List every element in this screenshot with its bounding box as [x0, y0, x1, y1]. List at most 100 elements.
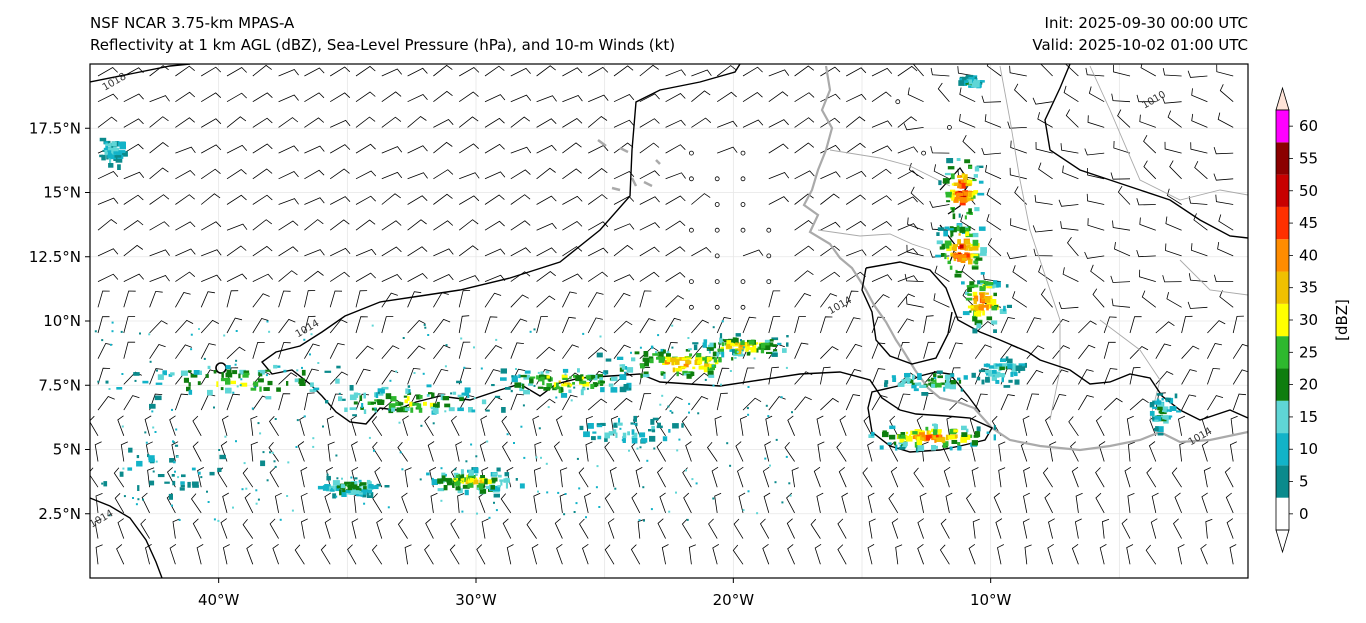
isobar-1010 — [1044, 64, 1248, 239]
wind-barb — [149, 368, 163, 385]
reflectivity-cell — [904, 373, 911, 378]
wind-barb — [381, 316, 394, 334]
reflectivity-speck — [398, 421, 401, 424]
wind-barb — [1048, 518, 1055, 539]
wind-barb — [97, 248, 119, 257]
wind-barb — [304, 197, 325, 205]
wind-barb — [867, 492, 875, 513]
wind-barb — [562, 142, 582, 154]
calm-wind-marker — [947, 125, 952, 130]
reflectivity-speck — [286, 495, 289, 497]
wind-barb — [837, 544, 847, 565]
reflectivity-cell — [952, 254, 958, 259]
reflectivity-cell — [726, 340, 732, 345]
wind-barb — [1110, 275, 1131, 283]
wind-barb — [968, 543, 976, 565]
reflectivity-cell — [937, 430, 942, 437]
inland-border-2 — [817, 229, 931, 251]
reflectivity-cell — [592, 431, 597, 434]
reflectivity-speck — [742, 346, 745, 349]
wind-barb — [200, 92, 222, 103]
reflectivity-cell — [296, 369, 299, 372]
wind-barb — [974, 344, 992, 359]
reflectivity-speck — [671, 324, 674, 327]
reflectivity-cell — [1154, 415, 1162, 421]
reflectivity-cell — [596, 352, 603, 358]
wind-barb — [300, 492, 308, 513]
reflectivity-cell — [988, 365, 994, 369]
wind-barb — [907, 217, 924, 231]
wind-barb — [562, 117, 583, 128]
wind-barb — [768, 196, 789, 205]
wind-barb — [433, 220, 454, 231]
wind-barb — [897, 393, 911, 411]
reflectivity-cell — [663, 371, 666, 375]
reflectivity-cell — [685, 359, 690, 365]
wind-barb — [329, 92, 351, 103]
wind-barb — [226, 144, 248, 154]
reflectivity-cell — [494, 485, 501, 492]
reflectivity-cell — [690, 371, 695, 376]
reflectivity-cell — [585, 375, 592, 379]
reflectivity-cell — [467, 478, 470, 483]
reflectivity-speck — [585, 516, 587, 519]
wind-barb — [510, 169, 531, 180]
reflectivity-speck — [639, 446, 642, 449]
reflectivity-speck — [533, 328, 536, 331]
reflectivity-cell — [965, 79, 971, 85]
reflectivity-cell — [127, 467, 133, 471]
reflectivity-speck — [547, 406, 550, 409]
reflectivity-cell — [703, 339, 708, 343]
reflectivity-speck — [235, 330, 238, 332]
reflectivity-cell — [257, 378, 264, 383]
wind-barb — [304, 343, 320, 359]
reflectivity-cell — [768, 342, 774, 347]
wind-barb — [556, 543, 563, 565]
reflectivity-cell — [188, 382, 191, 387]
reflectivity-cell — [976, 323, 982, 329]
reflectivity-cell — [656, 425, 663, 429]
reflectivity-cell — [618, 417, 621, 423]
colorbar-segment — [1276, 433, 1289, 466]
reflectivity-cell — [968, 192, 972, 197]
wind-barb — [1174, 492, 1182, 514]
wind-barb — [536, 195, 557, 205]
reflectivity-cell — [969, 310, 972, 313]
wind-barb — [714, 415, 722, 436]
reflectivity-cell — [901, 445, 908, 448]
wind-barb — [655, 416, 666, 437]
reflectivity-speck — [520, 425, 523, 428]
reflectivity-cell — [963, 191, 968, 196]
wind-barb — [794, 316, 806, 334]
wind-barb — [768, 143, 789, 154]
wind-barb — [192, 441, 202, 462]
reflectivity-cell — [692, 366, 696, 370]
wind-barb — [510, 116, 531, 128]
reflectivity-speck — [373, 449, 375, 452]
reflectivity-cell — [951, 246, 957, 251]
reflectivity-speck — [564, 493, 567, 495]
wind-barb — [1045, 415, 1053, 436]
wind-barb — [401, 492, 408, 514]
reflectivity-cell — [484, 478, 488, 485]
wind-barb — [665, 195, 686, 205]
wind-barb — [1022, 518, 1030, 539]
wind-barb — [1112, 220, 1131, 231]
reflectivity-cell — [476, 484, 484, 490]
wind-barb — [536, 295, 556, 308]
wind-barb — [794, 193, 814, 205]
wind-barb — [657, 518, 666, 539]
wind-barb — [1141, 290, 1157, 308]
reflectivity-speck — [753, 357, 756, 360]
wind-barb — [816, 492, 824, 513]
wind-barb — [1165, 243, 1182, 257]
wind-barb — [536, 65, 556, 77]
reflectivity-cell — [917, 382, 921, 385]
reflectivity-speck — [444, 365, 447, 368]
reflectivity-cell — [884, 380, 889, 384]
wind-barb — [278, 117, 299, 128]
reflectivity-speck — [326, 473, 329, 476]
wind-barb — [226, 92, 247, 103]
wind-barb — [269, 518, 279, 539]
